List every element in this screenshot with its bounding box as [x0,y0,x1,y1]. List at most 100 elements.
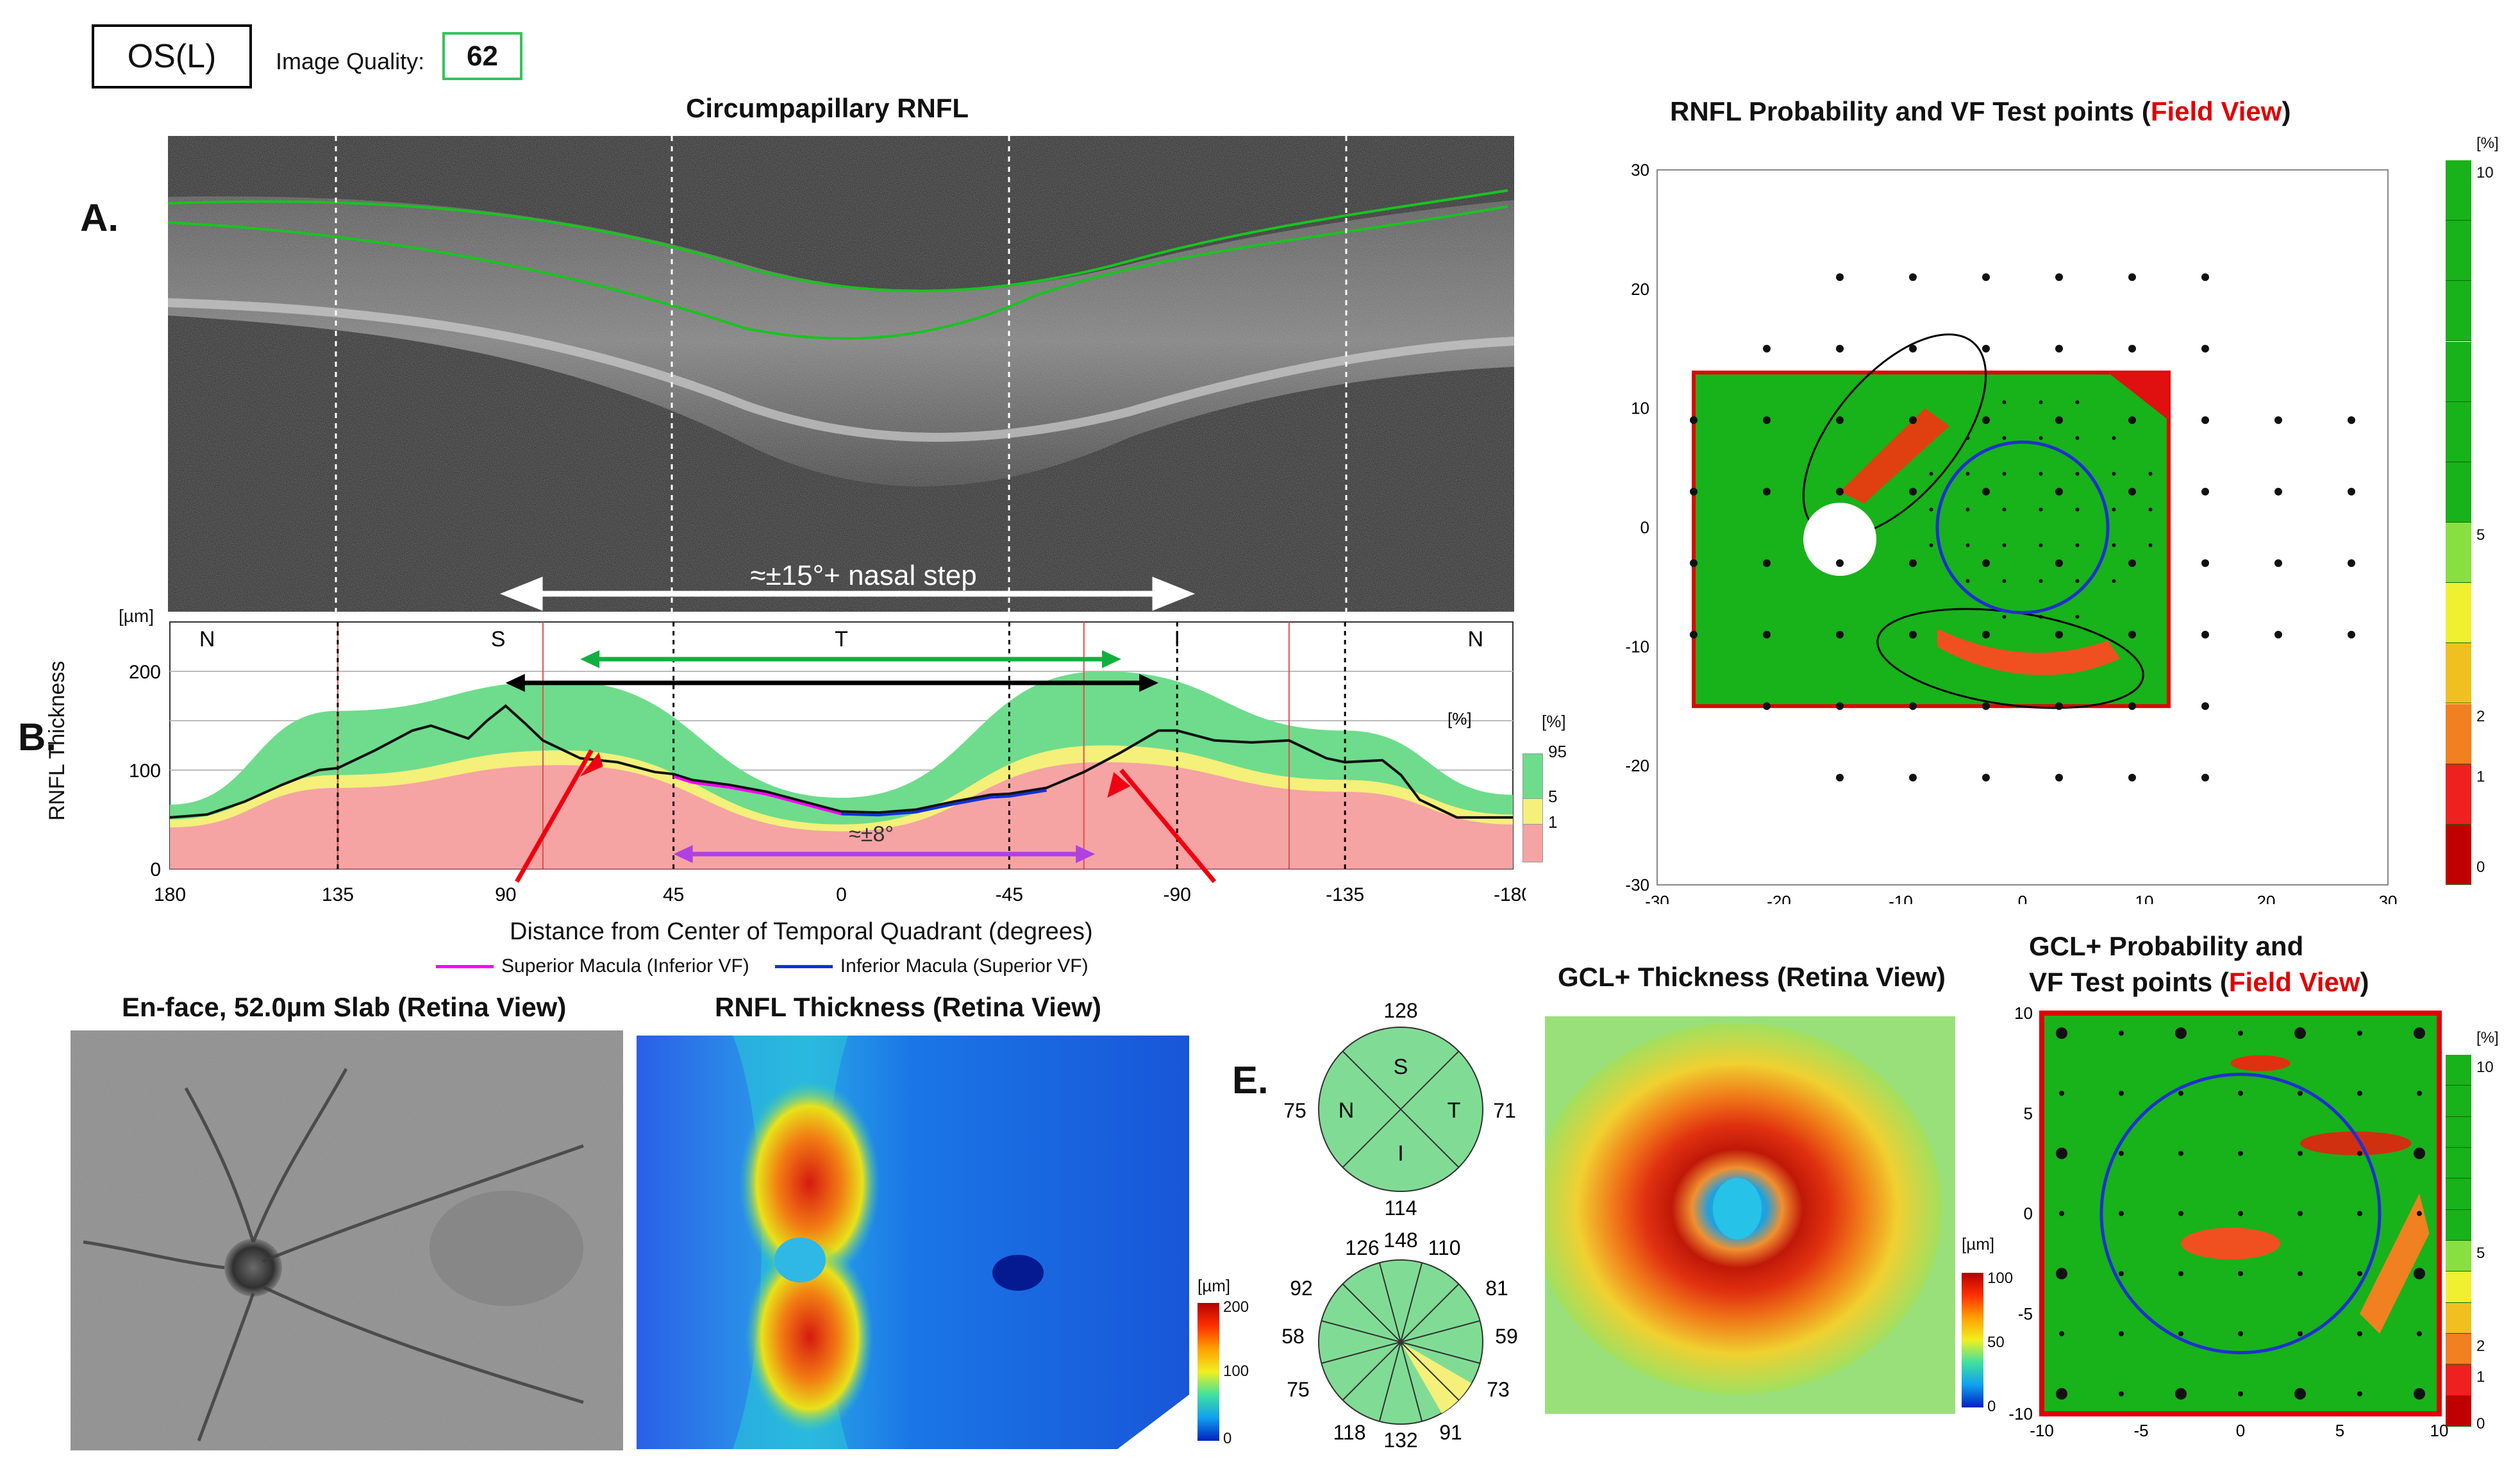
prob-legend-cell [2446,1055,2471,1086]
macular-test-point [2075,579,2080,583]
prob-legend-cell [2446,1209,2471,1241]
macular-test-point [2112,507,2116,512]
vf-test-point [1836,559,1844,567]
macular-test-point [1965,543,1970,548]
vf-test-point [2348,630,2355,639]
rnfl-thickness-map [637,1036,1189,1449]
macula-span-arrow-head-right [1076,845,1096,863]
vf-test-point [1836,773,1844,782]
rnfl-scale-bar [1197,1303,1219,1441]
gcl-test-point [2178,1271,2183,1277]
prob-legend-unit: [%] [2476,135,2499,152]
quadrant-value-bottom: 114 [1384,1196,1417,1220]
clock-divider [1400,1341,1480,1364]
macular-test-point [1965,507,1970,512]
vf-test-point [2348,487,2355,496]
clock-value: 59 [1495,1325,1518,1348]
gcl-test-point [2417,1091,2422,1096]
macular-test-point [2039,543,2043,548]
panel-g-title-end: ) [2282,96,2291,126]
clock-divider [1378,1263,1401,1343]
quadrant-clock-charts: S N T I 128 75 71 114 126 148 110 92 81 58 59 7… [1281,999,1518,1452]
vf-test-point [1909,559,1917,567]
gcl-test-point [2298,1150,2303,1156]
y-tick-label: 0 [150,859,161,880]
rnfl-scale-unit: [µm] [1197,1276,1231,1295]
vf-test-point [2128,416,2136,424]
vf-test-point [1836,344,1844,353]
gcl-test-point [2056,1147,2067,1159]
gcl-test-point [2357,1271,2362,1277]
series-legend-superior: Superior Macula (Inferior VF) [436,955,749,977]
gcl-test-point [2414,1147,2425,1159]
y-tick-label: 200 [129,662,161,683]
clock-divider [1321,1320,1401,1343]
green-span-arrow-head-right [1101,650,1121,668]
macular-test-point [2112,543,2116,548]
vf-test-point [2274,416,2282,424]
y-tick-label: -10 [1625,637,1649,656]
quadrant-letter-t: T [1448,1098,1461,1123]
clock-divider [1400,1263,1423,1343]
superior-temporal-defect [2300,1131,2412,1155]
gcl-test-point [2119,1030,2124,1036]
gcl-test-point [2357,1091,2362,1096]
gcl-scale-bar [1962,1273,1983,1407]
vf-test-point [2201,630,2209,639]
vf-test-point [1690,630,1698,639]
vf-test-point [1982,630,1990,639]
rnfl-scale-min: 0 [1223,1430,1232,1447]
prob-legend-cell [2446,703,2471,764]
gcl-test-point [2119,1150,2124,1156]
macular-test-point [2039,436,2043,441]
prob-legend-cell [2446,824,2471,885]
panel-d-title: RNFL Thickness (Retina View) [715,992,1101,1022]
prob-legend-cell [2446,160,2471,221]
gcl-test-point [2056,1388,2067,1400]
percentile-legend-label: 1 [1548,812,1558,832]
rnfl-series-line [169,704,1513,819]
rnfl-scale-max: 200 [1223,1298,1249,1316]
clock-value: 132 [1383,1429,1417,1452]
clock-divider [1378,1341,1401,1422]
gcl-test-point [2178,1211,2183,1216]
macular-test-point [2075,436,2080,441]
gcl-test-point [2175,1388,2187,1400]
inferior-legend-label: Inferior Macula (Superior VF) [840,955,1089,977]
x-tick-label: 45 [663,884,684,905]
macula-span-arrow [673,845,1096,863]
y-tick-label: 0 [1640,518,1649,537]
inferior-temporal-defect [2360,1193,2430,1334]
x-tick-label: -10 [1889,892,1913,904]
quadrant-label: T [835,627,848,651]
gcl-test-point [2238,1271,2243,1277]
y-tick-label: -20 [1625,756,1649,775]
vf-test-point [2128,487,2136,496]
vf-test-point [2055,702,2063,710]
quadrant-value-left: 75 [1283,1099,1306,1122]
blind-spot [1803,503,1876,576]
vf-test-point [2201,344,2209,353]
gcl-test-point [2056,1268,2067,1280]
x-tick-label: 5 [2335,1421,2344,1440]
prob-legend-cell [2446,221,2471,281]
prob-legend-cell [2446,462,2471,523]
clock-divider [1400,1320,1480,1343]
x-tick-label: 10 [2430,1421,2449,1440]
panel-h-title-line2: VF Test points (Field View) [2029,964,2369,1000]
image-quality-box: 62 [442,32,522,80]
abnormal-band-1 [170,762,1513,869]
red-arrow-left-head [580,752,603,777]
macular-test-point [2002,614,2007,619]
macular-test-point [1929,507,1933,512]
vf-test-point [1763,416,1771,424]
gcl-test-point [2119,1331,2124,1336]
macular-test-point [2002,471,2007,476]
macula-ring [1935,441,2110,614]
black-span-arrow [505,674,1159,692]
clock-value: 58 [1281,1325,1305,1348]
prob-legend-cell [2446,1148,2471,1179]
macular-test-point [2075,543,2080,548]
panel-g-title-text: RNFL Probability and VF Test points ( [1670,96,2151,126]
panel-b-letter: B. [18,716,56,759]
